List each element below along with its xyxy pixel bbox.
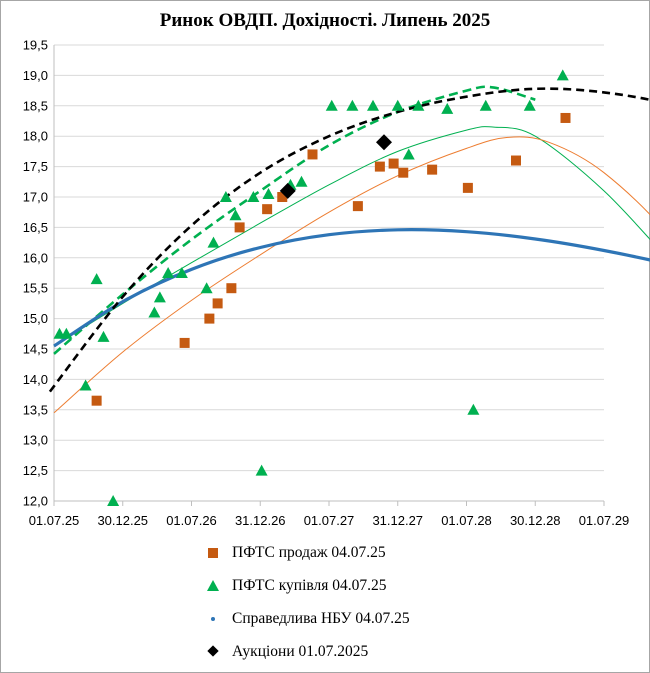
y-tick-label: 13,5 xyxy=(23,402,48,417)
sell-point xyxy=(352,201,363,212)
sell-point xyxy=(91,395,102,406)
trendline xyxy=(53,85,536,355)
buy-point xyxy=(207,236,220,248)
sell-point xyxy=(204,313,215,324)
buy-point xyxy=(295,175,308,187)
y-tick-label: 15,5 xyxy=(23,281,48,296)
sell-point xyxy=(277,192,288,202)
diamond-marker-icon xyxy=(200,644,232,660)
y-tick-label: 12,0 xyxy=(23,494,48,509)
buy-point xyxy=(412,99,425,111)
buy-point xyxy=(523,99,536,111)
sell-point xyxy=(511,155,521,166)
sell-point xyxy=(374,161,385,172)
auction-point xyxy=(279,182,296,199)
x-tick-label: 01.07.26 xyxy=(166,513,217,528)
sell-point xyxy=(234,222,245,233)
buy-point xyxy=(262,187,275,199)
buy-point xyxy=(556,69,569,81)
y-tick-label: 19,5 xyxy=(23,38,48,53)
y-tick-label: 14,5 xyxy=(23,342,48,357)
dot-marker-icon xyxy=(200,611,232,627)
buy-point xyxy=(200,282,213,294)
sell-point xyxy=(560,112,571,123)
y-tick-label: 12,5 xyxy=(23,463,48,478)
square-marker-icon xyxy=(200,545,232,561)
x-tick-label: 30.12.25 xyxy=(97,513,148,528)
x-tick-label: 30.12.28 xyxy=(510,513,561,528)
buy-point xyxy=(325,99,338,111)
trendline xyxy=(53,126,650,347)
buy-point xyxy=(148,306,161,318)
legend-item-fair: Справедлива НБУ 04.07.25 xyxy=(200,602,520,635)
legend: ПФТС продаж 04.07.25 ПФТС купівля 04.07.… xyxy=(200,536,520,668)
y-tick-label: 17,5 xyxy=(23,159,48,174)
y-tick-label: 18,5 xyxy=(23,98,48,113)
buy-point xyxy=(247,191,260,202)
x-tick-label: 01.07.28 xyxy=(441,513,492,528)
trendline xyxy=(53,136,650,414)
triangle-marker-icon xyxy=(200,578,232,594)
legend-label: Аукціони 01.07.2025 xyxy=(232,642,369,660)
sell-point xyxy=(226,283,237,294)
buy-point xyxy=(479,99,492,111)
buy-point xyxy=(175,267,188,278)
buy-point xyxy=(255,464,268,476)
y-tick-label: 16,5 xyxy=(23,220,48,235)
buy-point xyxy=(153,291,166,303)
x-tick-label: 31.12.27 xyxy=(372,513,423,528)
buy-point xyxy=(107,495,120,506)
data-marks xyxy=(53,69,571,506)
legend-item-sell: ПФТС продаж 04.07.25 xyxy=(200,536,520,569)
sell-point xyxy=(398,167,409,178)
y-tick-label: 16,0 xyxy=(23,250,48,265)
sell-point xyxy=(212,298,223,309)
buy-point xyxy=(79,379,92,391)
legend-label: Справедлива НБУ 04.07.25 xyxy=(232,609,410,627)
legend-label: ПФТС продаж 04.07.25 xyxy=(232,543,386,561)
buy-point xyxy=(402,148,415,160)
buy-point xyxy=(367,99,379,111)
buy-point xyxy=(467,403,480,415)
y-tick-label: 15,0 xyxy=(23,311,48,326)
x-tick-label: 01.07.25 xyxy=(29,513,80,528)
legend-item-auctions: Аукціони 01.07.2025 xyxy=(200,635,520,668)
y-tick-label: 19,0 xyxy=(23,68,48,83)
sell-point xyxy=(388,158,399,169)
fair-value-curve xyxy=(53,228,650,348)
buy-point xyxy=(97,330,110,342)
sell-point xyxy=(262,204,273,215)
auction-point xyxy=(376,134,392,151)
sell-point xyxy=(462,182,473,193)
auction-trend-curve xyxy=(48,87,650,393)
y-tick-label: 17,0 xyxy=(23,190,48,205)
y-tick-label: 14,0 xyxy=(23,372,48,387)
buy-point xyxy=(60,327,73,339)
x-tick-label: 01.07.27 xyxy=(304,513,355,528)
sell-point xyxy=(307,149,318,160)
y-tick-label: 18,0 xyxy=(23,129,48,144)
chart-title: Ринок ОВДП. Дохідності. Липень 2025 xyxy=(159,10,491,31)
sell-point xyxy=(427,164,438,175)
buy-point xyxy=(90,273,103,285)
legend-label: ПФТС купівля 04.07.25 xyxy=(232,576,387,594)
buy-point xyxy=(441,102,454,114)
buy-point xyxy=(391,99,404,111)
buy-point xyxy=(346,99,359,111)
chart-plot: 12,0 12,5 13,0 13,5 14,0 14,5 15,0 15,5 16,0 16,5… xyxy=(23,38,650,529)
y-tick-label: 13,0 xyxy=(23,433,48,448)
sell-point xyxy=(179,337,190,348)
buy-point xyxy=(229,209,242,221)
axes: 12,0 12,5 13,0 13,5 14,0 14,5 15,0 15,5 16,0 16,5… xyxy=(23,38,630,529)
legend-item-buy: ПФТС купівля 04.07.25 xyxy=(200,569,520,602)
grid xyxy=(54,44,604,502)
buy-point xyxy=(219,191,232,202)
trendlines xyxy=(48,85,650,414)
x-tick-label: 01.07.29 xyxy=(579,513,630,528)
buy-point xyxy=(162,267,175,278)
x-tick-label: 31.12.26 xyxy=(235,513,286,528)
